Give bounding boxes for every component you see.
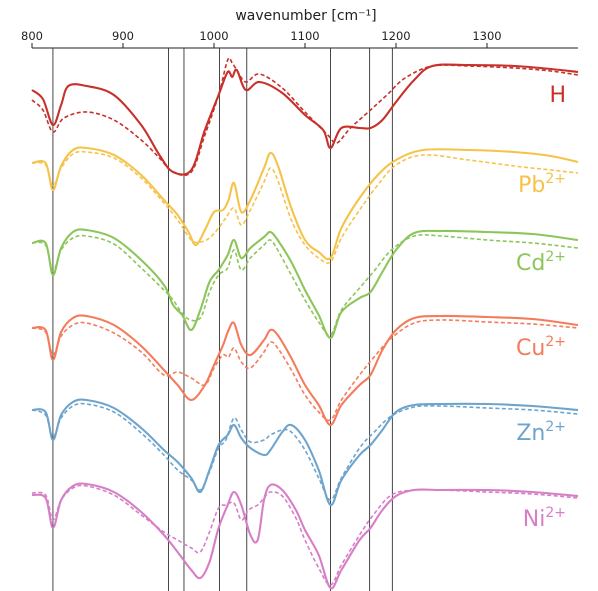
spectra-series	[31, 57, 579, 590]
series-label-ni: Ni2+	[523, 505, 566, 532]
series-line-ni-dashed	[31, 484, 579, 586]
series-line-cd-solid	[31, 228, 579, 340]
series-line-cu-dashed	[31, 319, 579, 422]
series-line-zn-dashed	[31, 402, 579, 501]
series-label-zn: Zn2+	[516, 419, 566, 446]
x-tick-label-1000: 1000	[199, 29, 228, 43]
series-label-cu: Cu2+	[516, 334, 566, 361]
series-line-ni-solid	[31, 482, 579, 590]
series-label-h: H	[549, 83, 566, 108]
x-axis-ticks: 800 900 1000 1100 1200 1300	[21, 29, 502, 48]
x-tick-label-900: 900	[112, 29, 134, 43]
x-tick-label-1100: 1100	[290, 29, 319, 43]
series-line-pb-dashed	[31, 150, 579, 264]
x-tick-label-800: 800	[21, 29, 43, 43]
series-label-cd: Cd2+	[516, 249, 566, 276]
x-tick-label-1200: 1200	[381, 29, 410, 43]
series-line-cu-solid	[31, 314, 579, 427]
series-line-cd-dashed	[31, 234, 579, 337]
series-labels: H Pb2+ Cd2+ Cu2+ Zn2+ Ni2+	[516, 83, 566, 532]
series-line-pb-solid	[31, 146, 579, 261]
series-line-h-solid	[31, 63, 579, 176]
x-axis-title: wavenumber [cm⁻¹]	[235, 8, 376, 24]
x-tick-label-1300: 1300	[472, 29, 501, 43]
series-label-pb: Pb2+	[518, 171, 566, 198]
series-line-zn-solid	[31, 398, 579, 507]
